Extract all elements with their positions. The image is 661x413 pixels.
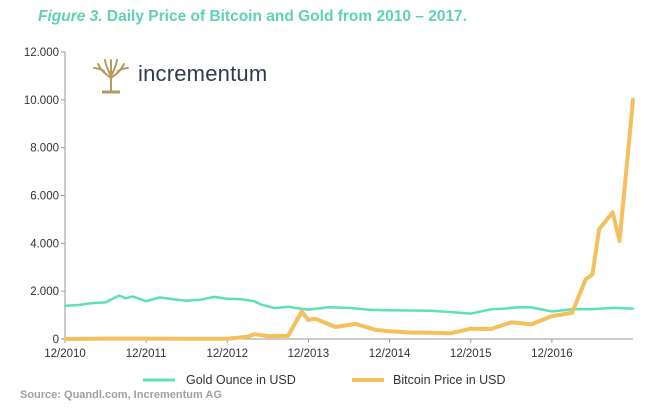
- bitcoin-price-line: [63, 97, 635, 341]
- incrementum-logo: incrementum: [92, 58, 272, 94]
- chart-title: Figure 3. Daily Price of Bitcoin and Gol…: [38, 8, 467, 26]
- x-tick-label: 12/2011: [126, 348, 167, 360]
- figure-label: Figure 3.: [38, 8, 103, 25]
- y-tick-label: 6.000: [30, 191, 59, 203]
- legend-label-gold: Gold Ounce in USD: [186, 373, 296, 387]
- x-tick-label: 12/2010: [44, 348, 86, 360]
- legend-label-bitcoin: Bitcoin Price in USD: [393, 373, 506, 387]
- y-tick-label: 0: [53, 334, 59, 346]
- y-tick-label: 4.000: [30, 238, 59, 250]
- x-tick-label: 12/2012: [206, 348, 248, 360]
- x-tick-label: 12/2014: [369, 348, 411, 360]
- x-tick-label: 12/2016: [531, 348, 573, 360]
- x-tick-label: 12/2015: [450, 348, 492, 360]
- logo-wordmark: incrementum: [138, 61, 268, 86]
- tree-logo-icon: [92, 58, 130, 94]
- x-tick-label: 12/2013: [288, 348, 330, 360]
- y-tick-label: 10.000: [24, 95, 59, 107]
- gold-price-line: [63, 294, 635, 315]
- source-note: Source: Quandl.com, Incrementum AG: [20, 389, 222, 401]
- figure-title-text: Daily Price of Bitcoin and Gold from 201…: [106, 8, 467, 25]
- y-tick-label: 2.000: [30, 286, 59, 298]
- chart-legend: Gold Ounce in USD Bitcoin Price in USD: [143, 373, 506, 387]
- y-tick-label: 8.000: [30, 143, 59, 155]
- y-tick-label: 12.000: [24, 47, 59, 59]
